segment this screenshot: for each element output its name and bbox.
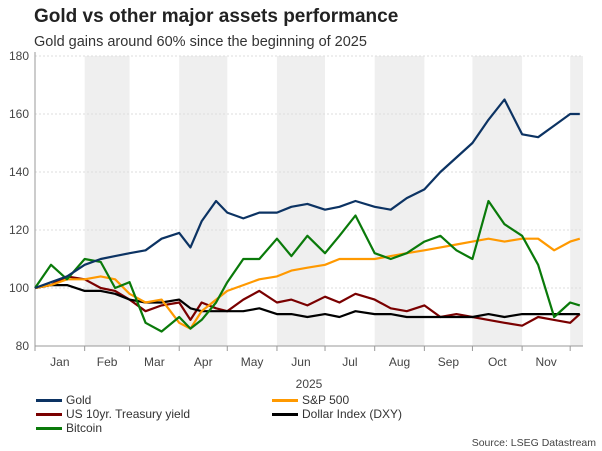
legend-treasury: US 10yr. Treasury yield	[36, 407, 190, 421]
month-band	[374, 56, 425, 346]
y-tick-label: 100	[9, 281, 29, 295]
x-tick-label: Feb	[97, 355, 118, 369]
legend-label: Gold	[66, 393, 92, 407]
x-tick-label: Jan	[50, 355, 69, 369]
x-tick-label: Jun	[291, 355, 310, 369]
month-band	[84, 56, 130, 346]
x-tick-label: May	[241, 355, 264, 369]
x-tick-label: Oct	[488, 355, 507, 369]
month-band	[276, 56, 326, 346]
series-line-bitcoin	[34, 199, 581, 333]
x-axis-label: 2025	[296, 377, 323, 391]
series-line-gold	[34, 98, 580, 290]
y-tick-label: 80	[16, 339, 30, 353]
chart-title: Gold vs other major assets performance	[34, 6, 399, 27]
x-tick-label: Sep	[438, 355, 460, 369]
legend-label: Bitcoin	[66, 421, 103, 435]
x-tick-label: Mar	[144, 355, 165, 369]
x-tick-label: Aug	[389, 355, 410, 369]
legend-swatch	[36, 426, 62, 430]
legend-label: Dollar Index (DXY)	[302, 407, 403, 421]
month-band	[570, 56, 583, 346]
x-tick-label: Jul	[342, 355, 357, 369]
legend-dxy: Dollar Index (DXY)	[272, 407, 402, 421]
legend-label: US 10yr. Treasury yield	[66, 407, 191, 421]
y-tick-label: 180	[9, 49, 29, 63]
x-tick-label: Apr	[194, 355, 213, 369]
series-line-dollar-index-dxy-	[34, 284, 580, 319]
y-tick-label: 140	[9, 165, 29, 179]
y-tick-label: 160	[9, 107, 29, 121]
legend-bitcoin: Bitcoin	[36, 421, 102, 435]
x-tick-label: Nov	[535, 355, 556, 369]
source-note: Source: LSEG Datastream	[471, 437, 596, 449]
legend-sp500: S&P 500	[272, 393, 349, 407]
legend-swatch	[36, 412, 62, 416]
y-tick-label: 120	[9, 223, 29, 237]
series-line-s-p-500	[34, 237, 581, 330]
legend-label: S&P 500	[302, 393, 350, 407]
legend-gold: Gold	[36, 393, 91, 407]
month-band	[472, 56, 523, 346]
legend-swatch	[36, 398, 62, 402]
chart-subtitle: Gold gains around 60% since the beginnin…	[34, 34, 367, 50]
legend-swatch	[272, 412, 298, 416]
legend-swatch	[272, 398, 298, 402]
